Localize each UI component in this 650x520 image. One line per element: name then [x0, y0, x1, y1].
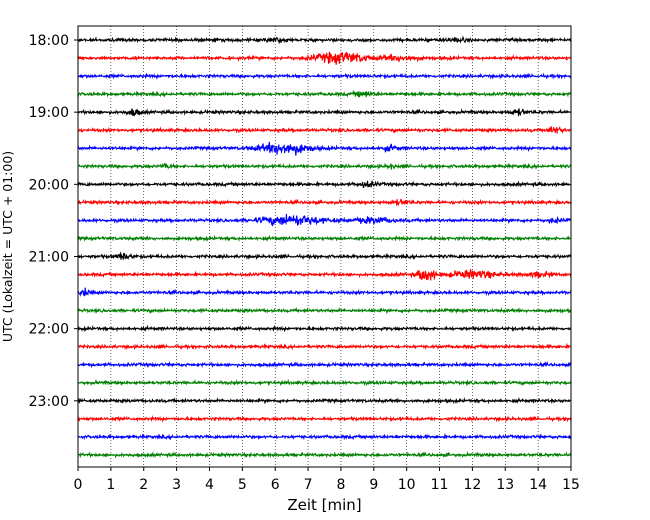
- trace-row: [77, 415, 572, 423]
- trace-row: [77, 378, 572, 387]
- x-tick-label: 3: [172, 477, 181, 493]
- trace-row: [77, 234, 572, 243]
- trace-row: [77, 35, 572, 45]
- x-tick-label: 0: [74, 477, 83, 493]
- y-tick-label: 23:00: [29, 394, 69, 410]
- trace-row: [77, 51, 572, 65]
- trace-row: [77, 287, 572, 297]
- trace-row: [77, 162, 572, 170]
- trace-row: [77, 342, 572, 351]
- x-tick-label: 15: [562, 477, 580, 493]
- trace-row: [77, 125, 572, 134]
- x-tick-label: 10: [398, 477, 416, 493]
- trace-row: [77, 360, 572, 369]
- x-tick-label: 11: [431, 477, 449, 493]
- x-tick-label: 8: [336, 477, 345, 493]
- trace-row: [77, 141, 572, 156]
- x-tick-label: 2: [139, 477, 148, 493]
- y-tick-label: 20:00: [29, 177, 69, 193]
- trace-row: [77, 198, 572, 206]
- y-axis-ticks: 18:00 19:00 20:00 21:00 22:00 23:00: [29, 33, 78, 410]
- y-tick-label: 18:00: [29, 33, 69, 49]
- x-tick-label: 1: [106, 477, 115, 493]
- x-tick-label: 4: [205, 477, 214, 493]
- x-tick-label: 7: [304, 477, 313, 493]
- x-tick-label: 9: [369, 477, 378, 493]
- y-tick-label: 22:00: [29, 322, 69, 338]
- x-tick-label: 13: [496, 477, 514, 493]
- trace-row: [77, 306, 572, 315]
- trace-row: [77, 180, 572, 188]
- trace-row: [77, 268, 572, 281]
- y-axis-label: UTC (Lokalzeit = UTC + 01:00): [0, 151, 15, 342]
- x-tick-label: 6: [271, 477, 280, 493]
- trace-row: [77, 108, 572, 117]
- trace-row: [77, 251, 572, 261]
- x-axis-ticks: 0 1 2 3 4 5 6 7 8 9 10 11 12 13 14 15: [74, 467, 580, 493]
- x-axis-label: Zeit [min]: [287, 496, 361, 514]
- trace-row: [77, 396, 572, 405]
- trace-row: [77, 72, 572, 80]
- trace-row: [77, 213, 572, 227]
- plot-frame: [77, 25, 572, 468]
- trace-row: [77, 432, 572, 441]
- x-tick-label: 14: [529, 477, 547, 493]
- trace-rows: [77, 35, 572, 459]
- trace-row: [77, 89, 572, 98]
- trace-row: [77, 324, 572, 333]
- y-tick-label: 19:00: [29, 105, 69, 121]
- x-tick-label: 12: [463, 477, 481, 493]
- x-tick-label: 5: [238, 477, 247, 493]
- trace-row: [77, 450, 572, 459]
- y-tick-label: 21:00: [29, 249, 69, 265]
